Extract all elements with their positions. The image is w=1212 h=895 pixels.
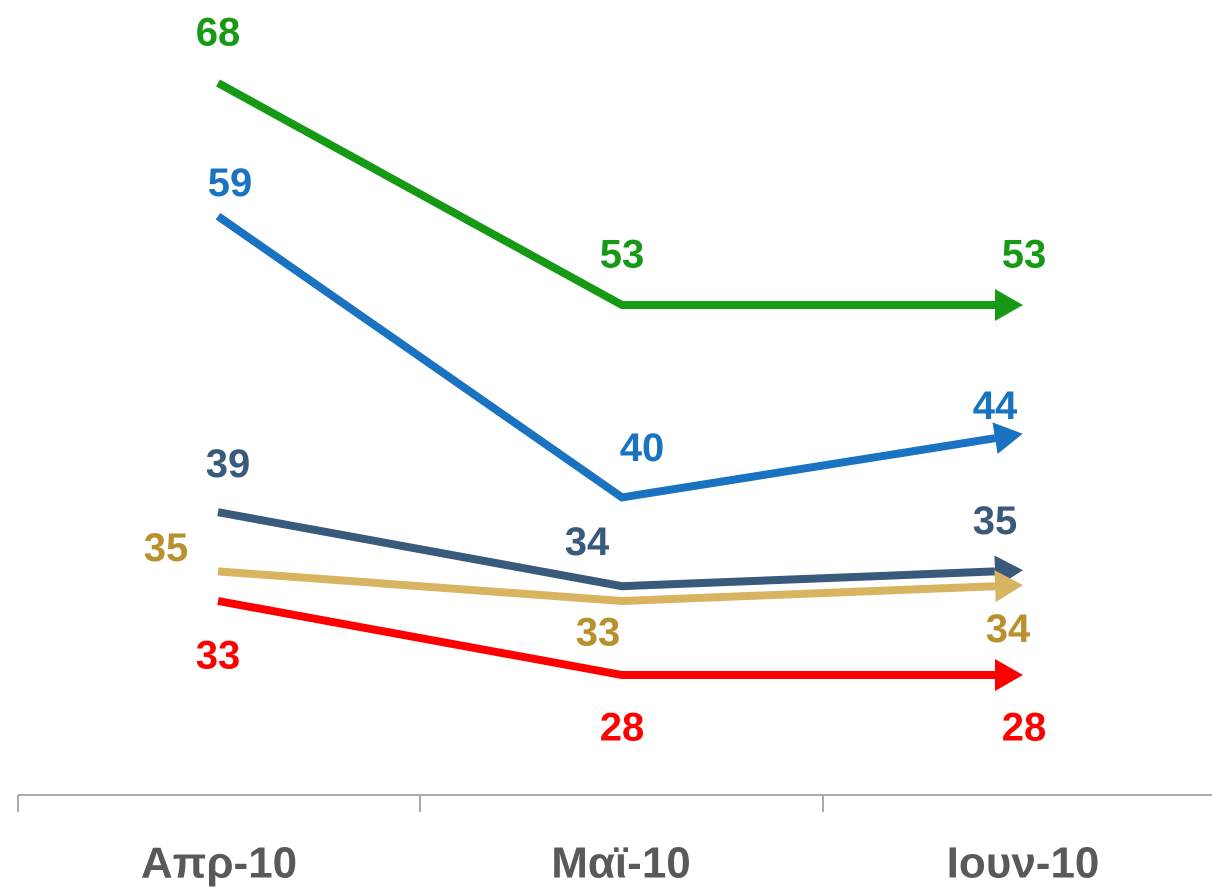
data-label: 28 — [600, 706, 645, 750]
data-label: 53 — [600, 233, 645, 277]
data-label: 53 — [1002, 233, 1047, 277]
line — [217, 508, 1023, 591]
x-tick-label: Μαϊ-10 — [551, 839, 691, 888]
data-label: 33 — [196, 634, 241, 678]
data-label: 35 — [973, 499, 1018, 543]
data-label: 59 — [208, 161, 253, 205]
data-label: 40 — [620, 426, 665, 470]
data-label: 34 — [565, 520, 610, 564]
line — [217, 567, 1023, 606]
data-label: 44 — [973, 384, 1018, 428]
data-label: 39 — [206, 442, 251, 486]
data-label: 34 — [986, 607, 1031, 651]
data-label: 35 — [144, 526, 189, 570]
x-tick-label: Απρ-10 — [141, 839, 297, 888]
data-label: 68 — [196, 11, 241, 55]
line — [217, 597, 1023, 691]
data-label: 33 — [576, 611, 621, 655]
x-tick-label: Ιουν-10 — [947, 839, 1100, 888]
data-label: 28 — [1002, 706, 1047, 750]
line — [215, 212, 1023, 502]
line — [216, 79, 1023, 321]
